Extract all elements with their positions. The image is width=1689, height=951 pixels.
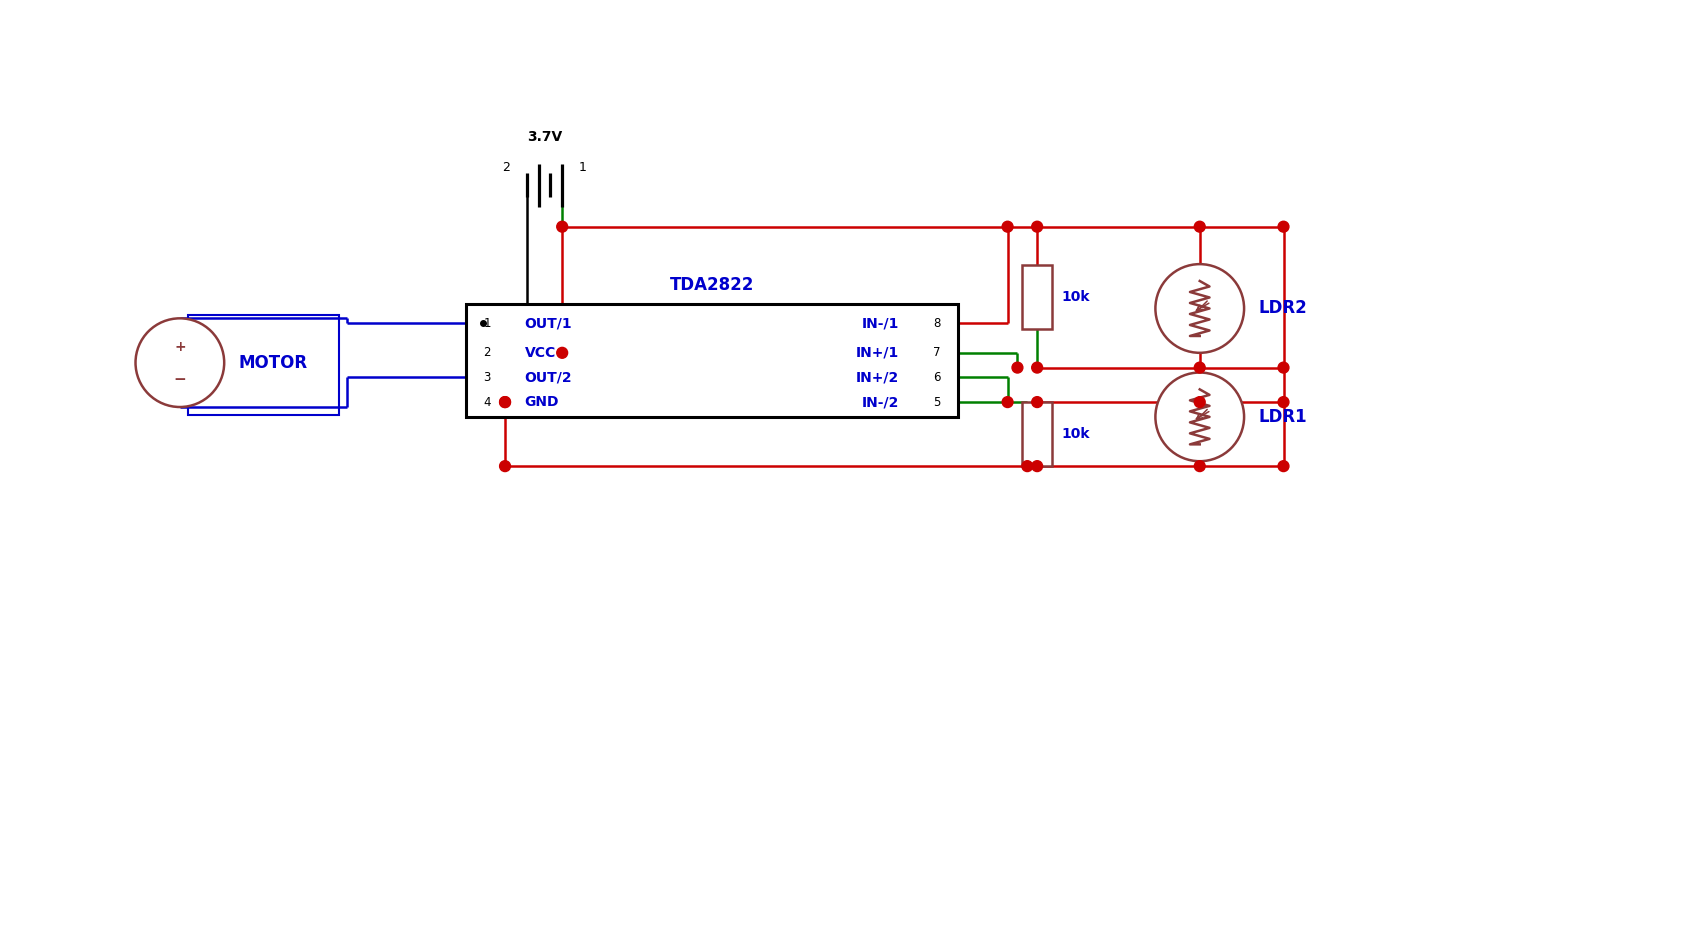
Text: 10k: 10k: [1061, 290, 1089, 304]
Bar: [187, 316, 339, 415]
Text: 2: 2: [502, 161, 510, 174]
Text: IN-/2: IN-/2: [861, 395, 899, 409]
Text: 6: 6: [932, 371, 941, 384]
Circle shape: [1194, 362, 1204, 373]
Circle shape: [1277, 222, 1289, 232]
Circle shape: [1030, 397, 1042, 408]
Circle shape: [1194, 222, 1204, 232]
Bar: [1022, 402, 1051, 466]
Text: 4: 4: [483, 396, 490, 409]
Text: IN-/1: IN-/1: [861, 317, 899, 330]
Text: 8: 8: [932, 317, 941, 330]
Text: MOTOR: MOTOR: [238, 354, 307, 372]
Text: 1: 1: [579, 161, 586, 174]
Circle shape: [1155, 373, 1243, 461]
Circle shape: [1012, 362, 1022, 373]
Text: IN+/1: IN+/1: [855, 346, 899, 359]
Circle shape: [135, 319, 225, 407]
Circle shape: [1277, 397, 1289, 408]
Circle shape: [1030, 222, 1042, 232]
Circle shape: [556, 222, 568, 232]
Text: 10k: 10k: [1061, 427, 1089, 441]
Text: OUT/2: OUT/2: [525, 371, 573, 384]
Text: 5: 5: [932, 396, 941, 409]
Text: GND: GND: [525, 395, 559, 409]
Circle shape: [1030, 362, 1042, 373]
Circle shape: [1277, 362, 1289, 373]
Circle shape: [500, 397, 510, 408]
Circle shape: [556, 347, 568, 359]
Circle shape: [1194, 460, 1204, 472]
Circle shape: [1022, 460, 1032, 472]
Circle shape: [1002, 222, 1012, 232]
Bar: [1022, 265, 1051, 329]
Text: 3.7V: 3.7V: [527, 130, 562, 144]
Text: LDR1: LDR1: [1258, 408, 1307, 426]
Text: 7: 7: [932, 346, 941, 359]
Circle shape: [1155, 264, 1243, 353]
Circle shape: [1277, 460, 1289, 472]
Circle shape: [500, 397, 510, 408]
Text: VCC: VCC: [525, 346, 556, 359]
Circle shape: [1030, 460, 1042, 472]
Text: +: +: [174, 340, 186, 354]
Text: 1: 1: [483, 317, 490, 330]
Bar: [466, 303, 958, 417]
Text: LDR2: LDR2: [1258, 300, 1307, 318]
Text: OUT/1: OUT/1: [525, 317, 573, 330]
Text: −: −: [174, 372, 186, 387]
Text: 3: 3: [483, 371, 490, 384]
Circle shape: [1194, 397, 1204, 408]
Circle shape: [500, 460, 510, 472]
Text: TDA2822: TDA2822: [669, 276, 753, 294]
Text: IN+/2: IN+/2: [855, 371, 899, 384]
Text: 2: 2: [483, 346, 490, 359]
Circle shape: [1002, 397, 1012, 408]
